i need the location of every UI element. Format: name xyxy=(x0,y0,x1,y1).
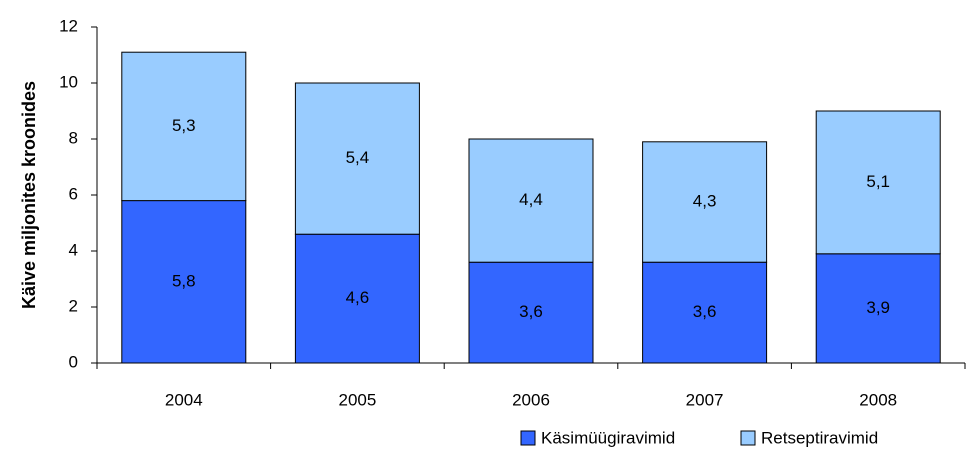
bar-segment xyxy=(468,138,594,263)
y-tick-label: 4 xyxy=(69,240,78,259)
y-tick-label: 2 xyxy=(69,296,78,315)
value-label: 4,6 xyxy=(346,288,370,307)
legend-swatch xyxy=(740,430,756,446)
value-label: 5,1 xyxy=(866,172,890,191)
y-tick-label: 8 xyxy=(69,128,78,147)
bar-segment xyxy=(815,253,941,364)
legend-swatch xyxy=(520,430,536,446)
y-axis-label: Käive miljonites kroonides xyxy=(19,81,39,309)
value-label: 5,3 xyxy=(172,116,196,135)
legend-label: Retseptiravimid xyxy=(761,428,878,447)
y-tick-label: 6 xyxy=(69,184,78,203)
value-label: 5,4 xyxy=(346,148,370,167)
bar-segment xyxy=(121,51,247,202)
y-tick-label: 12 xyxy=(59,16,78,35)
x-tick-label: 2004 xyxy=(165,390,203,409)
y-tick-label: 0 xyxy=(69,352,78,371)
x-tick-label: 2008 xyxy=(859,390,897,409)
x-tick-label: 2005 xyxy=(338,390,376,409)
bar-segment xyxy=(294,82,420,235)
x-tick-label: 2007 xyxy=(686,390,724,409)
x-tick-label: 2006 xyxy=(512,390,550,409)
bar-segment xyxy=(815,110,941,255)
legend-label: Käsimüügiravimid xyxy=(541,428,675,447)
value-label: 4,4 xyxy=(519,190,543,209)
value-label: 3,6 xyxy=(519,302,543,321)
bar-segment xyxy=(642,261,768,364)
value-label: 3,6 xyxy=(693,302,717,321)
bar-segment xyxy=(468,261,594,364)
value-label: 4,3 xyxy=(693,191,717,210)
value-label: 5,8 xyxy=(172,271,196,290)
bar-segment xyxy=(294,233,420,364)
y-tick-label: 10 xyxy=(59,72,78,91)
value-label: 3,9 xyxy=(866,298,890,317)
bar-segment xyxy=(642,141,768,263)
